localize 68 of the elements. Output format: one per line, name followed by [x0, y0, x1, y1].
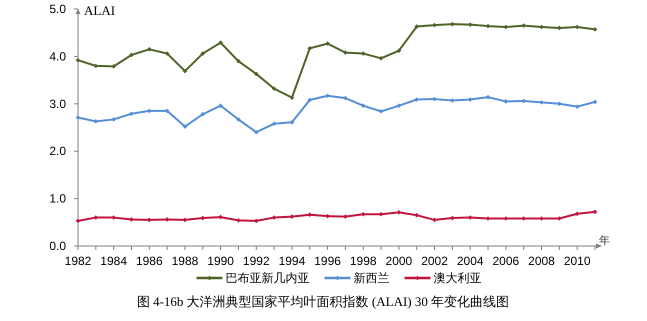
point [486, 24, 490, 28]
point [378, 56, 384, 61]
point [574, 211, 580, 216]
y-tick-label: 0.0 [49, 239, 66, 253]
point [343, 96, 348, 100]
point [307, 46, 312, 51]
point [396, 210, 402, 215]
point [129, 217, 134, 222]
point [182, 124, 188, 129]
point [432, 218, 437, 222]
point [290, 214, 294, 219]
point [76, 218, 80, 224]
legend-label: 巴布亚新几内亚 [226, 271, 310, 285]
x-tick-label: 1994 [278, 254, 306, 268]
x-axis-title: 年 [599, 235, 610, 247]
point [129, 52, 134, 58]
x-tick-label: 1996 [314, 254, 342, 268]
legend-label: 新西兰 [354, 271, 390, 285]
point [592, 210, 598, 214]
x-tick-label: 2000 [386, 254, 413, 268]
point [396, 103, 402, 108]
point [164, 51, 170, 56]
x-tick-label: 2006 [492, 254, 520, 268]
y-tick-label: 5.0 [49, 2, 66, 16]
x-tick-label: 1984 [100, 254, 128, 268]
point [200, 51, 206, 56]
x-tick-label: 2010 [564, 254, 591, 268]
point [76, 58, 80, 62]
caption: 图 4-16b 大洋洲典型国家平均叶面积指数 (ALAI) 30 年变化曲线图 [136, 294, 510, 309]
x-tick-label: 1998 [350, 254, 377, 268]
y-tick-label: 4.0 [49, 49, 66, 64]
y-tick-label: 1.0 [49, 192, 66, 206]
x-tick-label: 2002 [421, 254, 448, 268]
point [272, 215, 276, 220]
point [539, 24, 544, 30]
point [360, 103, 366, 108]
point [325, 41, 330, 46]
x-tick-label: 2004 [456, 254, 484, 268]
point [254, 130, 259, 135]
x-tick-label: 1990 [207, 254, 234, 268]
point [290, 95, 294, 100]
legend-label: 澳大利亚 [434, 271, 482, 285]
point [272, 86, 276, 91]
point [236, 117, 241, 122]
point [200, 112, 206, 117]
y-axis-title: ALAI [84, 3, 116, 18]
point [182, 218, 188, 222]
y-tick-label: 2.0 [49, 144, 66, 158]
x-tick-label: 1992 [242, 254, 270, 268]
point [592, 100, 598, 104]
x-tick-label: 2008 [528, 254, 556, 268]
point [76, 115, 80, 120]
point [378, 109, 384, 114]
point [343, 214, 348, 219]
point [414, 212, 420, 218]
point [182, 68, 188, 74]
x-tick-label: 1986 [136, 254, 163, 268]
point [236, 58, 241, 64]
point [254, 72, 259, 76]
point [218, 103, 223, 108]
point [396, 48, 402, 54]
point [147, 46, 152, 52]
x-tick-label: 1982 [64, 254, 92, 268]
y-tick-label: 3.0 [49, 96, 66, 111]
x-tick-label: 1988 [172, 254, 199, 268]
point [218, 40, 223, 45]
point [592, 27, 598, 32]
point [574, 104, 580, 109]
